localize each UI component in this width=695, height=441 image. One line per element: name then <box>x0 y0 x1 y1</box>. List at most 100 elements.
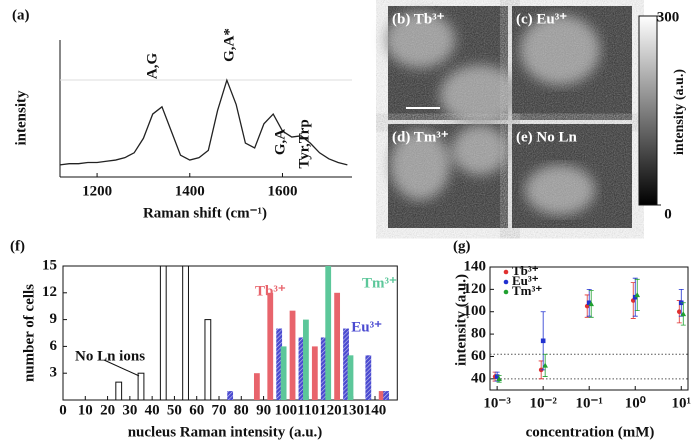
histogram-bar <box>267 292 274 400</box>
x-tick-label: 140 <box>364 402 387 418</box>
legend-label: Tb³⁺ <box>512 263 539 278</box>
series-label: Eu³⁺ <box>351 319 382 335</box>
peak-label: A,G <box>144 53 160 80</box>
y-tick-label: 3 <box>50 365 58 381</box>
micrograph: (b) Tb³⁺ <box>385 6 520 125</box>
histogram-bar <box>303 319 309 400</box>
histogram-bar <box>298 337 305 400</box>
x-tick-label: 80 <box>234 402 249 418</box>
micrograph: (d) Tm³⁺ <box>388 124 508 228</box>
colorbar-label: intensity (a.u.) <box>672 69 687 155</box>
histogram-bar <box>137 372 145 401</box>
micrograph: (c) Eu³⁺ <box>512 6 632 120</box>
y-tick-label: 60 <box>471 348 486 364</box>
histogram-bar <box>115 381 123 401</box>
series-label: Tm³⁺ <box>362 275 397 291</box>
legend-label: Tm³⁺ <box>512 283 542 298</box>
x-tick-label: 10⁻³ <box>483 395 511 411</box>
y-axis-label: number of cells <box>21 284 37 382</box>
y-tick-label: 15 <box>42 257 57 273</box>
histogram-bar <box>276 328 283 400</box>
x-tick-label: 0 <box>59 402 67 418</box>
leader-line <box>103 359 140 377</box>
y-tick-label: 12 <box>42 284 57 300</box>
colorbar-tick-label: 0 <box>664 206 672 222</box>
legend-label: Eu³⁺ <box>512 273 539 288</box>
histogram-bar <box>334 292 341 400</box>
x-tick-label: 10¹ <box>672 395 692 411</box>
x-tick-label: 90 <box>256 402 271 418</box>
x-tick-label: 40 <box>145 402 160 418</box>
y-tick-label: 9 <box>50 311 58 327</box>
x-tick-label: 60 <box>189 402 204 418</box>
data-point <box>540 338 546 344</box>
histogram-bar <box>204 319 212 401</box>
image-label: (d) Tm³⁺ <box>392 129 449 145</box>
y-tick-label: 120 <box>464 281 487 297</box>
histogram-bar <box>378 391 385 400</box>
x-tick-label: 70 <box>212 402 227 418</box>
y-tick-label: 80 <box>471 326 486 342</box>
peak-label: G,A* <box>221 28 237 62</box>
data-point <box>676 309 682 315</box>
x-tick-label: 30 <box>122 402 137 418</box>
x-tick-label: 10⁻² <box>529 395 557 411</box>
y-axis-label: intensity <box>13 90 29 146</box>
histogram-bar <box>365 355 372 400</box>
histogram-bar <box>289 310 296 400</box>
histogram-bar <box>347 355 354 400</box>
x-tick-label: 120 <box>319 402 342 418</box>
legend-marker <box>503 289 509 295</box>
data-point <box>496 376 502 382</box>
histogram-bar <box>182 265 189 401</box>
x-axis-label: concentration (mM) <box>526 424 655 440</box>
micrograph: (e) No Ln <box>512 124 632 228</box>
histogram-bar <box>227 391 234 400</box>
image-label: (c) Eu³⁺ <box>516 11 567 27</box>
histogram-bar <box>383 391 390 400</box>
x-tick-label: 1600 <box>267 183 297 199</box>
histogram-bar <box>253 373 260 400</box>
y-tick-label: 140 <box>464 258 487 274</box>
data-point <box>586 300 592 306</box>
legend-marker <box>503 279 509 285</box>
data-point <box>588 301 595 307</box>
x-tick-label: 110 <box>297 402 319 418</box>
colorbar-tick-label: 300 <box>657 9 680 25</box>
image-label: (b) Tb³⁺ <box>392 11 445 27</box>
histogram-bar <box>320 337 327 400</box>
data-point <box>542 362 548 368</box>
y-tick-label: 40 <box>471 370 486 386</box>
x-tick-label: 100 <box>275 402 298 418</box>
image-label: (e) No Ln <box>516 129 577 145</box>
legend-marker <box>503 269 509 275</box>
colorbar <box>638 15 658 206</box>
panel-label: (f) <box>10 238 25 254</box>
histogram-bar <box>343 328 349 400</box>
image-noise <box>388 6 508 120</box>
image-noise <box>512 124 632 228</box>
data-point <box>680 311 687 317</box>
x-axis-label: nucleus Raman intensity (a.u.) <box>128 424 323 440</box>
data-point <box>634 292 641 298</box>
histogram-bar <box>280 346 287 400</box>
series-label: No Ln ions <box>75 348 145 364</box>
x-tick-label: 130 <box>341 402 364 418</box>
histogram-bar <box>325 266 332 400</box>
x-tick-label: 10⁰ <box>625 395 646 411</box>
histogram-bar <box>159 265 167 401</box>
spectrum-line <box>59 78 348 166</box>
peak-label: G,A <box>272 129 288 155</box>
data-point <box>494 374 500 379</box>
data-point <box>632 294 638 300</box>
x-tick-label: 20 <box>100 402 115 418</box>
x-tick-label: 50 <box>167 402 182 418</box>
histogram-bar <box>311 346 318 400</box>
panel-label: (g) <box>453 238 471 254</box>
x-tick-label: 10⁻¹ <box>575 395 602 411</box>
series-label: Tb³⁺ <box>255 283 286 299</box>
x-tick-label: 1200 <box>82 183 112 199</box>
image-noise <box>388 124 508 228</box>
